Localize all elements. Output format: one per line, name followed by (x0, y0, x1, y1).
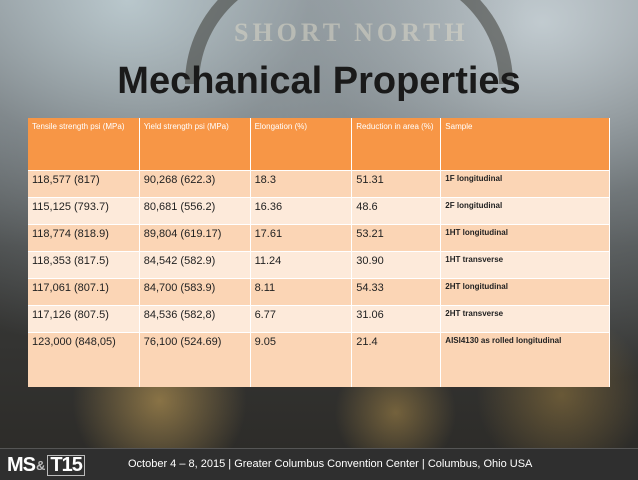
sample-cell: 1F longitudinal (440, 170, 610, 198)
table-row: 115,125 (793.7) 80,681 (556.2) 16.36 48.… (28, 197, 610, 225)
sample-cell: AISI4130 as rolled longitudinal (440, 332, 610, 387)
header-sample: Sample (440, 118, 610, 171)
reduction-cell: 48.6 (351, 197, 442, 225)
yield-cell: 84,542 (582.9) (139, 251, 251, 279)
elongation-cell: 18.3 (250, 170, 353, 198)
tensile-cell: 117,061 (807.1) (28, 278, 140, 306)
tensile-cell: 118,577 (817) (28, 170, 140, 198)
logo-t15: T15 (47, 455, 85, 476)
reduction-cell: 54.33 (351, 278, 442, 306)
reduction-cell: 30.90 (351, 251, 442, 279)
elongation-cell: 11.24 (250, 251, 353, 279)
slide-title: Mechanical Properties (117, 60, 521, 102)
sample-cell: 1HT transverse (440, 251, 610, 279)
reduction-cell: 51.31 (351, 170, 442, 198)
elongation-cell: 16.36 (250, 197, 353, 225)
sign-text: SHORT NORTH (234, 18, 469, 47)
sample-cell: 2F longitudinal (440, 197, 610, 225)
header-yield: Yield strength psi (MPa) (139, 118, 251, 171)
footer-bar: MS & T15 October 4 – 8, 2015 | Greater C… (0, 448, 638, 480)
table-row: 118,353 (817.5) 84,542 (582.9) 11.24 30.… (28, 251, 610, 279)
table-row: 123,000 (848,05) 76,100 (524.69) 9.05 21… (28, 332, 610, 387)
tensile-cell: 123,000 (848,05) (28, 332, 140, 387)
yield-cell: 80,681 (556.2) (139, 197, 251, 225)
tensile-cell: 115,125 (793.7) (28, 197, 140, 225)
yield-cell: 90,268 (622.3) (139, 170, 251, 198)
header-tensile: Tensile strength psi (MPa) (28, 118, 140, 171)
reduction-cell: 21.4 (351, 332, 442, 387)
sample-cell: 1HT longitudinal (440, 224, 610, 252)
elongation-cell: 8.11 (250, 278, 353, 306)
elongation-cell: 9.05 (250, 332, 353, 387)
yield-cell: 84,700 (583.9) (139, 278, 251, 306)
yield-cell: 84,536 (582,8) (139, 305, 251, 333)
table-row: 118,577 (817) 90,268 (622.3) 18.3 51.31 … (28, 170, 610, 198)
table-row: 117,126 (807.5) 84,536 (582,8) 6.77 31.0… (28, 305, 610, 333)
elongation-cell: 17.61 (250, 224, 353, 252)
header-elongation: Elongation (%) (250, 118, 353, 171)
footer-event-info: October 4 – 8, 2015 | Greater Columbus C… (128, 458, 533, 470)
table-row: 118,774 (818.9) 89,804 (619.17) 17.61 53… (28, 224, 610, 252)
logo-amp: & (36, 458, 45, 473)
reduction-cell: 31.06 (351, 305, 442, 333)
tensile-cell: 118,774 (818.9) (28, 224, 140, 252)
reduction-cell: 53.21 (351, 224, 442, 252)
conference-logo: MS & T15 (7, 454, 85, 476)
properties-table: Tensile strength psi (MPa) Yield strengt… (28, 118, 610, 387)
logo-ms: MS (7, 454, 36, 476)
header-row: Tensile strength psi (MPa) Yield strengt… (28, 118, 610, 171)
sample-cell: 2HT longitudinal (440, 278, 610, 306)
tensile-cell: 117,126 (807.5) (28, 305, 140, 333)
elongation-cell-highlight: 6.77 (250, 305, 353, 333)
yield-cell: 89,804 (619.17) (139, 224, 251, 252)
tensile-cell: 118,353 (817.5) (28, 251, 140, 279)
header-reduction: Reduction in area (%) (351, 118, 442, 171)
table-row: 117,061 (807.1) 84,700 (583.9) 8.11 54.3… (28, 278, 610, 306)
yield-cell: 76,100 (524.69) (139, 332, 251, 387)
sample-cell: 2HT transverse (440, 305, 610, 333)
